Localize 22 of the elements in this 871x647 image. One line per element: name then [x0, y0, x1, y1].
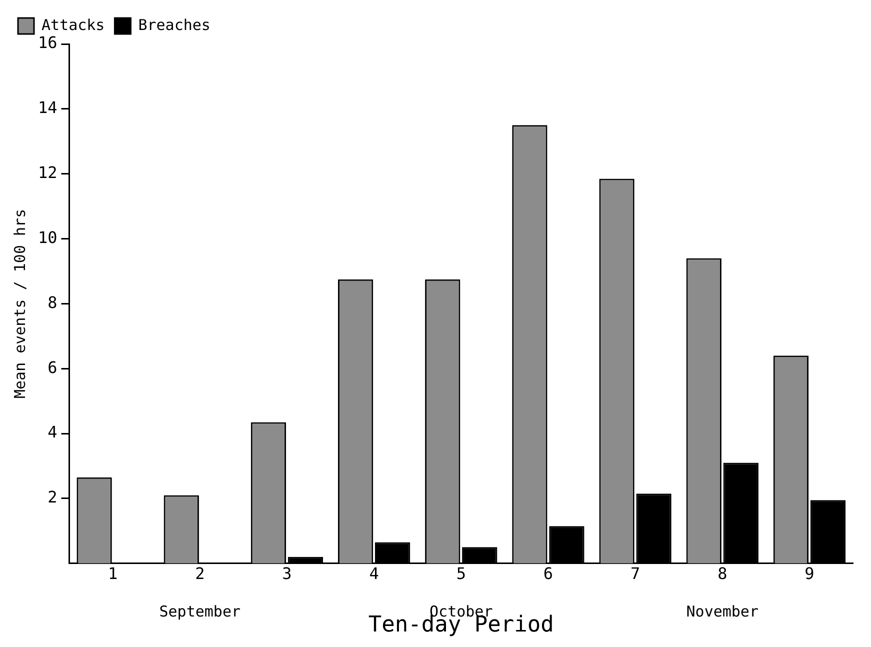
y-axis-title: Mean events / 100 hrs: [10, 208, 29, 399]
x-tick-label: 1: [108, 564, 118, 584]
x-tick-label: 9: [804, 564, 814, 584]
y-tick-label: 4: [48, 422, 58, 442]
y-tick-label: 10: [38, 228, 58, 247]
y-tick-label: 2: [48, 488, 58, 507]
x-tick-label: 2: [195, 564, 205, 584]
y-tick-label: 16: [38, 33, 58, 52]
text: September: [159, 602, 241, 620]
legend-label: Attacks: [42, 16, 105, 34]
x-tick-label: 7: [630, 564, 640, 584]
text: November: [686, 602, 759, 620]
y-tick-label: 8: [48, 292, 58, 312]
y-tick-label: 6: [48, 358, 58, 377]
y-tick-label: 14: [38, 98, 58, 118]
y-tick-label: 12: [38, 163, 58, 182]
x-tick-label: 4: [369, 564, 379, 584]
legend-label: Breaches: [138, 16, 210, 34]
x-tick-label: 6: [543, 564, 554, 584]
x-tick-label: 3: [282, 564, 292, 584]
x-tick-label: 5: [456, 564, 466, 584]
x-tick-label: 8: [718, 564, 728, 584]
